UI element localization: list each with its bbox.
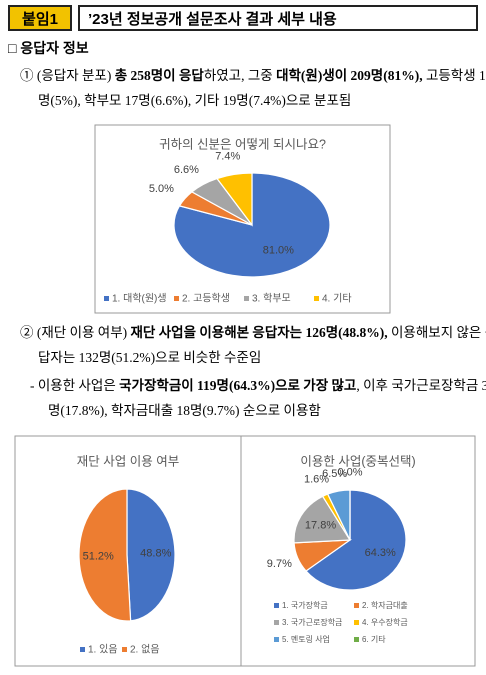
data-label: 1.6% bbox=[304, 473, 329, 485]
legend-label: 1. 국가장학금 bbox=[282, 600, 328, 610]
legend-swatch bbox=[354, 620, 359, 625]
doc-title: ’23년 정보공개 설문조사 결과 세부 내용 bbox=[78, 5, 478, 31]
chart-title: 이용한 사업(중복선택) bbox=[300, 454, 415, 468]
chart-title: 귀하의 신분은 어떻게 되시나요? bbox=[159, 137, 326, 151]
legend-swatch bbox=[80, 647, 85, 652]
pie-slice bbox=[78, 488, 132, 622]
paragraph: ① (응답자 분포) 총 258명이 응답하였고, 그중 대학(원)생이 209… bbox=[20, 63, 486, 113]
data-label: 17.8% bbox=[305, 519, 336, 531]
legend-label: 2. 없음 bbox=[130, 643, 160, 656]
chart-title: 재단 사업 이용 여부 bbox=[77, 454, 179, 468]
text-run: 이용해보지 않은 응답자는 132명(51.2%)으로 비슷한 수준임 bbox=[38, 325, 486, 365]
text-run: 대학(원)생이 209명(81%), bbox=[276, 68, 423, 83]
data-label: 51.2% bbox=[83, 550, 114, 562]
pie-slice bbox=[305, 489, 407, 591]
legend-label: 1. 있음 bbox=[88, 644, 118, 656]
pie-slice bbox=[173, 172, 331, 278]
pie-slice bbox=[126, 488, 176, 622]
data-label: 64.3% bbox=[365, 547, 396, 559]
legend-label: 6. 기타 bbox=[362, 635, 386, 644]
paragraph: - 이용한 사업은 국가장학금이 119명(64.3%)으로 가장 많고, 이후… bbox=[30, 373, 486, 423]
data-label: 81.0% bbox=[263, 245, 294, 257]
legend-label: 1. 대학(원)생 bbox=[112, 293, 167, 305]
text-run: ① (응답자 분포) bbox=[20, 68, 115, 83]
text-run: 고등학생 13명(5%), 학부모 17명(6.6%), 기타 19명(7.4%… bbox=[38, 68, 486, 108]
data-label: 7.4% bbox=[215, 151, 240, 163]
text-run: 하였고, 그중 bbox=[203, 68, 277, 83]
legend-label: 4. 기타 bbox=[322, 293, 352, 305]
data-label: 0.0% bbox=[337, 466, 362, 478]
text-run: 총 258명이 응답 bbox=[114, 68, 204, 83]
legend-swatch bbox=[274, 603, 279, 608]
chart-frame bbox=[240, 435, 476, 667]
text-run: 국가장학금이 119명(64.3%)으로 가장 많고 bbox=[119, 378, 357, 393]
badge: 붙임1 bbox=[8, 5, 72, 31]
pie-slice bbox=[293, 495, 352, 544]
legend-swatch bbox=[244, 296, 249, 301]
legend-label: 5. 멘토링 사업 bbox=[282, 634, 330, 644]
data-label: 48.8% bbox=[140, 547, 171, 559]
legend-swatch bbox=[122, 647, 127, 652]
data-label: 6.5% bbox=[322, 468, 347, 480]
section-heading: □ 응답자 정보 bbox=[8, 40, 89, 56]
legend-label: 3. 학부모 bbox=[252, 293, 291, 305]
text-run: ② (재단 이용 여부) bbox=[20, 325, 131, 340]
data-label: 5.0% bbox=[149, 183, 174, 195]
data-label: 6.6% bbox=[174, 164, 199, 176]
text-run: - 이용한 사업은 bbox=[30, 378, 120, 393]
legend-label: 2. 학자금대출 bbox=[362, 600, 408, 610]
legend-swatch bbox=[104, 296, 109, 301]
text-run: , 이후 국가근로장학금 33명(17.8%), 학자금대출 18명(9.7%)… bbox=[48, 378, 486, 418]
legend-label: 4. 우수장학금 bbox=[362, 617, 408, 627]
legend-label: 3. 국가근로장학금 bbox=[282, 617, 342, 627]
text-run: 재단 사업을 이용해본 응답자는 126명(48.8%), bbox=[130, 325, 388, 340]
legend-swatch bbox=[314, 296, 319, 301]
legend-swatch bbox=[274, 637, 279, 642]
legend-swatch bbox=[174, 296, 179, 301]
header: 붙임1 ’23년 정보공개 설문조사 결과 세부 내용 bbox=[8, 5, 478, 31]
legend-swatch bbox=[274, 620, 279, 625]
legend-label: 2. 고등학생 bbox=[182, 293, 230, 305]
legend-swatch bbox=[354, 637, 359, 642]
paragraph: ② (재단 이용 여부) 재단 사업을 이용해본 응답자는 126명(48.8%… bbox=[20, 320, 486, 370]
data-label: 9.7% bbox=[267, 558, 292, 570]
pie-slice bbox=[216, 172, 253, 227]
legend-swatch bbox=[354, 603, 359, 608]
